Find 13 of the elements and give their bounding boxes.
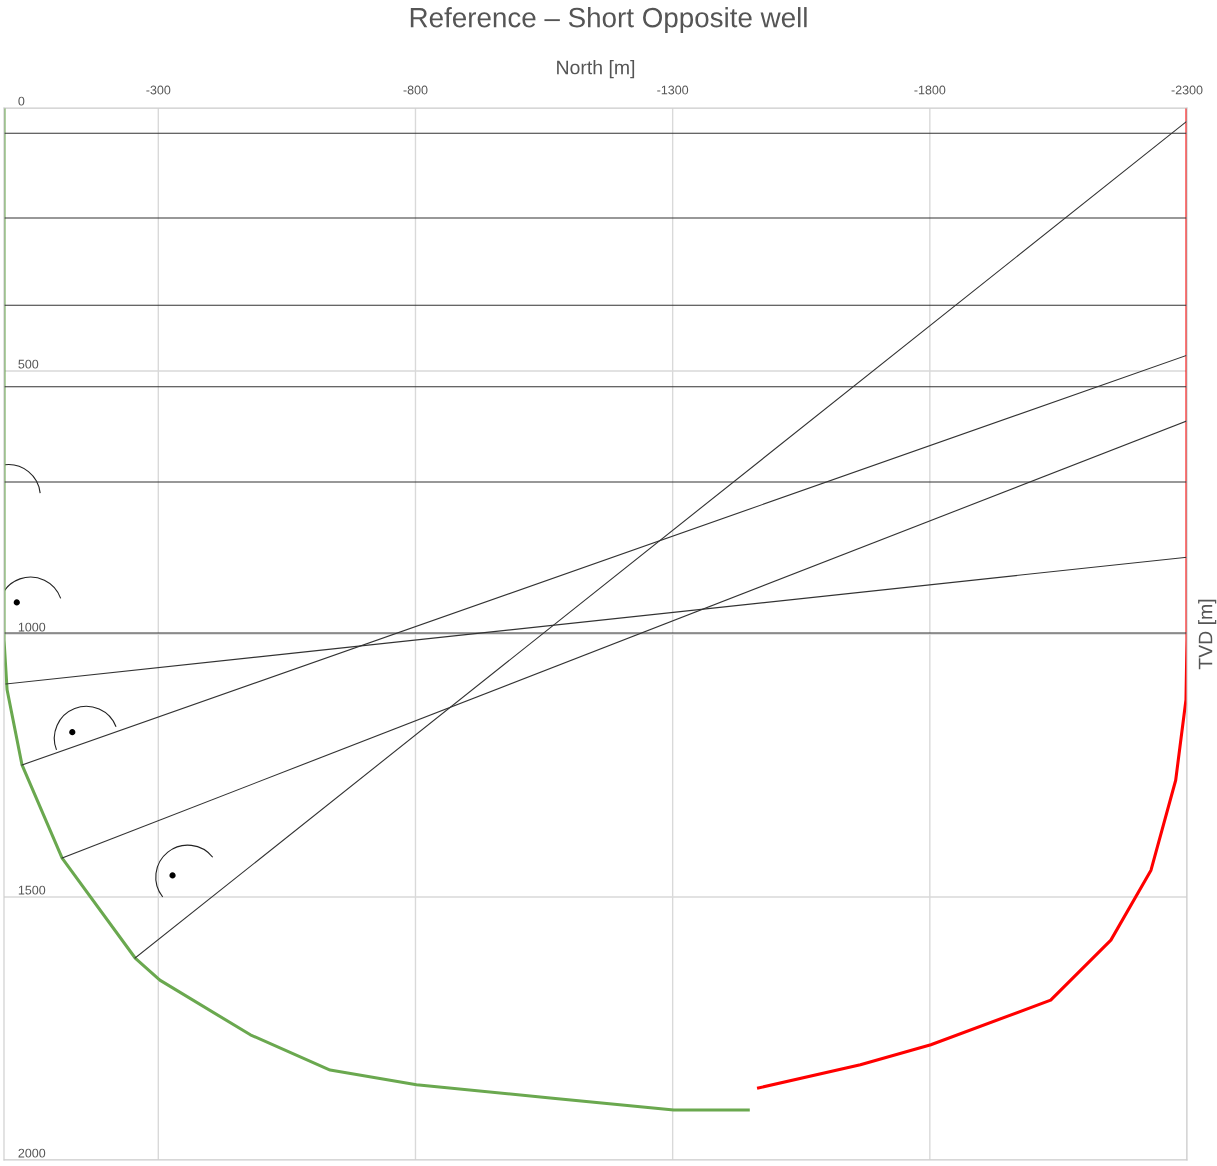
y-tick-label: 1000 — [18, 622, 46, 632]
y-tick-label: 0 — [18, 96, 25, 106]
y-axis-title: TVD [m] — [1198, 599, 1217, 670]
y-tick-label: 1500 — [18, 885, 46, 895]
x-tick-label: -1300 — [657, 85, 689, 95]
x-tick-label: -1800 — [914, 85, 946, 95]
x-tick-label: -300 — [146, 85, 171, 95]
x-tick-label: -2300 — [1171, 85, 1203, 95]
x-tick-label: -800 — [403, 85, 428, 95]
chart-title: Reference – Short Opposite well — [410, 7, 807, 33]
x-axis-title: North [m] — [557, 60, 635, 79]
y-tick-label: 2000 — [18, 1148, 46, 1158]
y-tick-label: 500 — [18, 359, 39, 369]
